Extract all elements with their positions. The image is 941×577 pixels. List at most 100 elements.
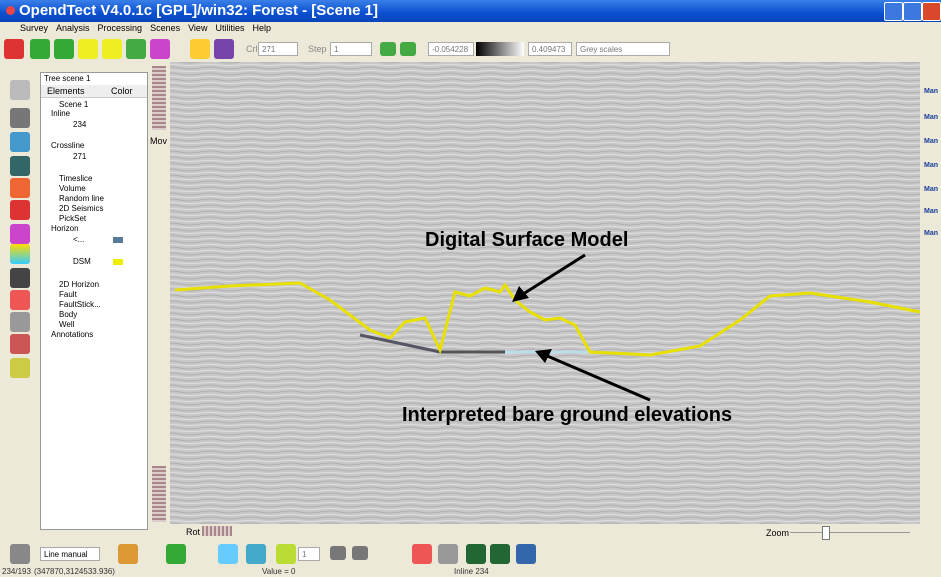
tool-icon[interactable] — [352, 546, 368, 560]
tree-item[interactable]: Horizon — [51, 224, 79, 233]
bare-ground-line — [359, 333, 441, 354]
man-button[interactable]: Man — [924, 162, 938, 169]
menu-item[interactable]: Processing — [97, 23, 143, 33]
tree-item[interactable]: PickSet — [59, 214, 87, 223]
menu-item[interactable]: View — [188, 23, 208, 33]
rot-slider[interactable] — [202, 526, 232, 536]
tree-item[interactable]: Random line — [59, 194, 104, 203]
zoom-handle[interactable] — [822, 526, 830, 540]
tool-icon[interactable] — [10, 200, 30, 220]
spin-field[interactable]: 1 — [298, 547, 320, 561]
tool-icon[interactable] — [10, 80, 30, 100]
menu-item[interactable]: Analysis — [56, 23, 90, 33]
max-field[interactable]: 0.409473 — [528, 42, 572, 56]
menu-item[interactable]: Help — [252, 23, 271, 33]
tree-item[interactable]: Inline — [51, 109, 71, 118]
tool-icon[interactable] — [246, 544, 266, 564]
window-title: OpendTect V4.0.1c [GPL]/win32: Forest - … — [19, 2, 378, 19]
tool-icon[interactable] — [10, 244, 30, 264]
mov-label: Mov — [150, 136, 168, 146]
tool-icon[interactable] — [54, 39, 74, 59]
man-button[interactable]: Man — [924, 114, 938, 121]
menu-item[interactable]: Survey — [20, 23, 49, 33]
tree-item[interactable]: Body — [59, 310, 78, 319]
tool-icon[interactable] — [516, 544, 536, 564]
tool-icon[interactable] — [10, 224, 30, 244]
tool-icon[interactable] — [412, 544, 432, 564]
tool-icon[interactable] — [10, 290, 30, 310]
tool-icon[interactable] — [10, 544, 30, 564]
tool-icon[interactable] — [10, 358, 30, 378]
tree-title: Tree scene 1 — [44, 74, 91, 83]
tree-item[interactable]: Timeslice — [59, 174, 93, 183]
man-button[interactable]: Man — [924, 208, 938, 215]
mode-select[interactable]: Line manual — [40, 547, 100, 561]
tree-item[interactable]: FaultStick... — [59, 300, 101, 309]
tool-icon[interactable] — [10, 132, 30, 152]
tool-icon[interactable] — [10, 312, 30, 332]
prev-button[interactable] — [380, 42, 396, 56]
minimize-button[interactable] — [884, 2, 903, 21]
tree-item[interactable]: Scene 1 — [59, 100, 89, 109]
tool-icon[interactable] — [10, 268, 30, 288]
vertical-slider[interactable] — [152, 466, 166, 522]
tool-icon[interactable] — [218, 544, 238, 564]
tool-icon[interactable] — [490, 544, 510, 564]
tree-item[interactable]: Volume — [59, 184, 86, 193]
crl-field[interactable]: 271 — [258, 42, 298, 56]
tree-item[interactable]: 234 — [73, 120, 87, 129]
step-label: Step — [308, 44, 327, 54]
tool-icon[interactable] — [118, 544, 138, 564]
step-field[interactable]: 1 — [330, 42, 372, 56]
tree-item[interactable]: 2D Seismics — [59, 204, 104, 213]
next-button[interactable] — [400, 42, 416, 56]
man-button[interactable]: Man — [924, 186, 938, 193]
tree-item[interactable]: 271 — [73, 152, 87, 161]
man-button[interactable]: Man — [924, 138, 938, 145]
title-bar: OpendTect V4.0.1c [GPL]/win32: Forest - … — [0, 0, 941, 22]
tree-item[interactable]: Fault — [59, 290, 77, 299]
tool-icon[interactable] — [10, 156, 30, 176]
column-header: Elements — [47, 86, 85, 96]
status-value: Value = 0 — [262, 567, 296, 576]
close-button[interactable] — [922, 2, 941, 21]
zoom-track — [790, 532, 910, 533]
tool-icon[interactable] — [10, 108, 30, 128]
tool-icon[interactable] — [10, 334, 30, 354]
tool-icon[interactable] — [126, 39, 146, 59]
man-button[interactable]: Man — [924, 230, 938, 237]
menu-item[interactable]: Scenes — [150, 23, 181, 33]
tool-icon[interactable] — [276, 544, 296, 564]
tool-icon[interactable] — [166, 544, 186, 564]
tool-icon[interactable] — [438, 544, 458, 564]
tree-item[interactable]: Annotations — [51, 330, 94, 339]
tool-icon[interactable] — [150, 39, 170, 59]
tool-icon[interactable] — [10, 178, 30, 198]
tree-item[interactable]: Crossline — [51, 141, 85, 150]
rot-label: Rot — [186, 527, 201, 537]
tree-item[interactable]: DSM — [73, 257, 91, 266]
tool-icon[interactable] — [190, 39, 210, 59]
status-bar: 234/193 (347870,3124533.936) Value = 0 I… — [0, 566, 941, 577]
tool-icon[interactable] — [330, 546, 346, 560]
maximize-button[interactable] — [903, 2, 922, 21]
tool-icon[interactable] — [78, 39, 98, 59]
arrow — [519, 253, 586, 298]
scene-view: Digital Surface Model Interpreted bare g… — [170, 62, 920, 524]
man-button[interactable]: Man — [924, 88, 938, 95]
tool-icon[interactable] — [30, 39, 50, 59]
tool-icon[interactable] — [214, 39, 234, 59]
tool-icon[interactable] — [4, 39, 24, 59]
menu-item[interactable]: Utilities — [215, 23, 245, 33]
tree-item[interactable]: <... — [73, 235, 85, 244]
min-field[interactable]: -0.054228 — [428, 42, 474, 56]
menu-bar: Survey Analysis Processing Scenes View Utilit… — [0, 22, 941, 34]
tool-icon[interactable] — [466, 544, 486, 564]
arrow — [544, 353, 651, 402]
tree-item[interactable]: 2D Horizon — [59, 280, 100, 289]
mov-slider[interactable] — [152, 66, 166, 130]
tree-item[interactable]: Well — [59, 320, 75, 329]
colortable-select[interactable]: Grey scales — [576, 42, 670, 56]
tool-icon[interactable] — [102, 39, 122, 59]
